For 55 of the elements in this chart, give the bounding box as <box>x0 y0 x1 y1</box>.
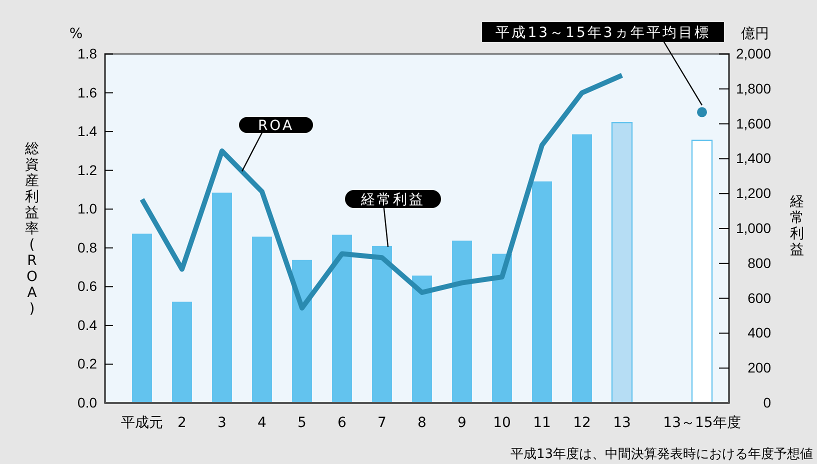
y2-tick-label: 2,000 <box>736 45 772 62</box>
y-tick-label: 0.2 <box>78 356 98 372</box>
bar <box>372 246 392 403</box>
x-tick-label: 11 <box>533 415 551 431</box>
y-tick-label: 0.6 <box>78 278 98 294</box>
y-tick-label: 1.2 <box>78 162 98 178</box>
text: % <box>69 26 83 42</box>
bar <box>172 302 192 403</box>
y2-tick-label: 400 <box>748 324 772 341</box>
x-tick-label: 5 <box>298 415 306 431</box>
text: 経常利益 <box>360 192 425 208</box>
y-tick-label: 1.4 <box>78 123 98 140</box>
x-tick-label: 平成元 <box>121 415 163 431</box>
x-tick-label: 13 <box>613 415 631 431</box>
bar <box>532 181 552 403</box>
y2-axis-title: 経常利益 <box>789 194 804 258</box>
y-tick-label: 1.6 <box>78 84 98 100</box>
x-tick-label: 2 <box>178 415 186 431</box>
y2-tick-label: 600 <box>748 290 772 306</box>
y2-tick-label: 800 <box>748 254 772 271</box>
y-tick-label: 0.4 <box>78 316 98 333</box>
y2-tick-label: 0 <box>763 394 772 410</box>
y2-tick-label: 1,000 <box>736 220 772 236</box>
text: 総資産利益率(ROA) <box>25 141 39 317</box>
text: 平成13年度は、中間決算発表時における年度予想値 <box>510 446 813 462</box>
bar <box>452 240 472 403</box>
x-tick-label: 8 <box>418 415 426 431</box>
bar <box>492 254 512 403</box>
y2-tick-label: 1,200 <box>736 185 772 202</box>
x-tick-label: 3 <box>218 415 226 431</box>
x-tick-label: 12 <box>573 415 591 431</box>
text: 億円 <box>741 26 769 42</box>
bar <box>252 236 272 403</box>
bar <box>292 260 312 403</box>
y2-tick-label: 200 <box>748 360 772 376</box>
y-tick-label: 1.0 <box>78 200 98 217</box>
x-tick-label: 6 <box>338 415 347 431</box>
x-tick-label: 10 <box>493 415 511 431</box>
x-tick-label: 9 <box>458 415 466 431</box>
y-tick-label: 0.8 <box>78 239 98 256</box>
y-tick-label: 0.0 <box>78 394 98 410</box>
bar <box>132 234 152 403</box>
text: 平成13～15年3ヵ年平均目標 <box>496 25 710 41</box>
bar <box>332 234 352 403</box>
bar <box>572 134 592 403</box>
bar <box>412 276 432 403</box>
y2-tick-label: 1,400 <box>736 150 772 166</box>
x-tick-label: 7 <box>378 415 386 431</box>
text: ROA <box>258 118 294 134</box>
y2-tick-label: 1,600 <box>736 115 772 132</box>
y-tick-label: 1.8 <box>78 45 98 62</box>
x-tick-label: 13～15年度 <box>663 415 741 431</box>
x-tick-label: 4 <box>258 415 267 431</box>
bar <box>212 192 232 403</box>
y2-tick-label: 1,800 <box>736 80 772 96</box>
